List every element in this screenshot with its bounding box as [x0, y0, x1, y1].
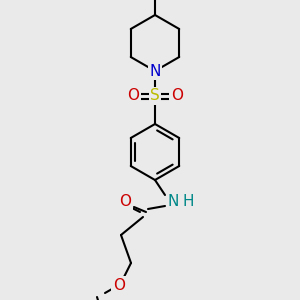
Text: O: O — [171, 88, 183, 104]
Text: O: O — [113, 278, 125, 292]
Text: N: N — [149, 64, 161, 79]
Text: H: H — [183, 194, 194, 209]
Text: O: O — [119, 194, 131, 209]
Text: S: S — [150, 88, 160, 104]
Text: O: O — [127, 88, 139, 104]
Text: N: N — [167, 194, 179, 209]
